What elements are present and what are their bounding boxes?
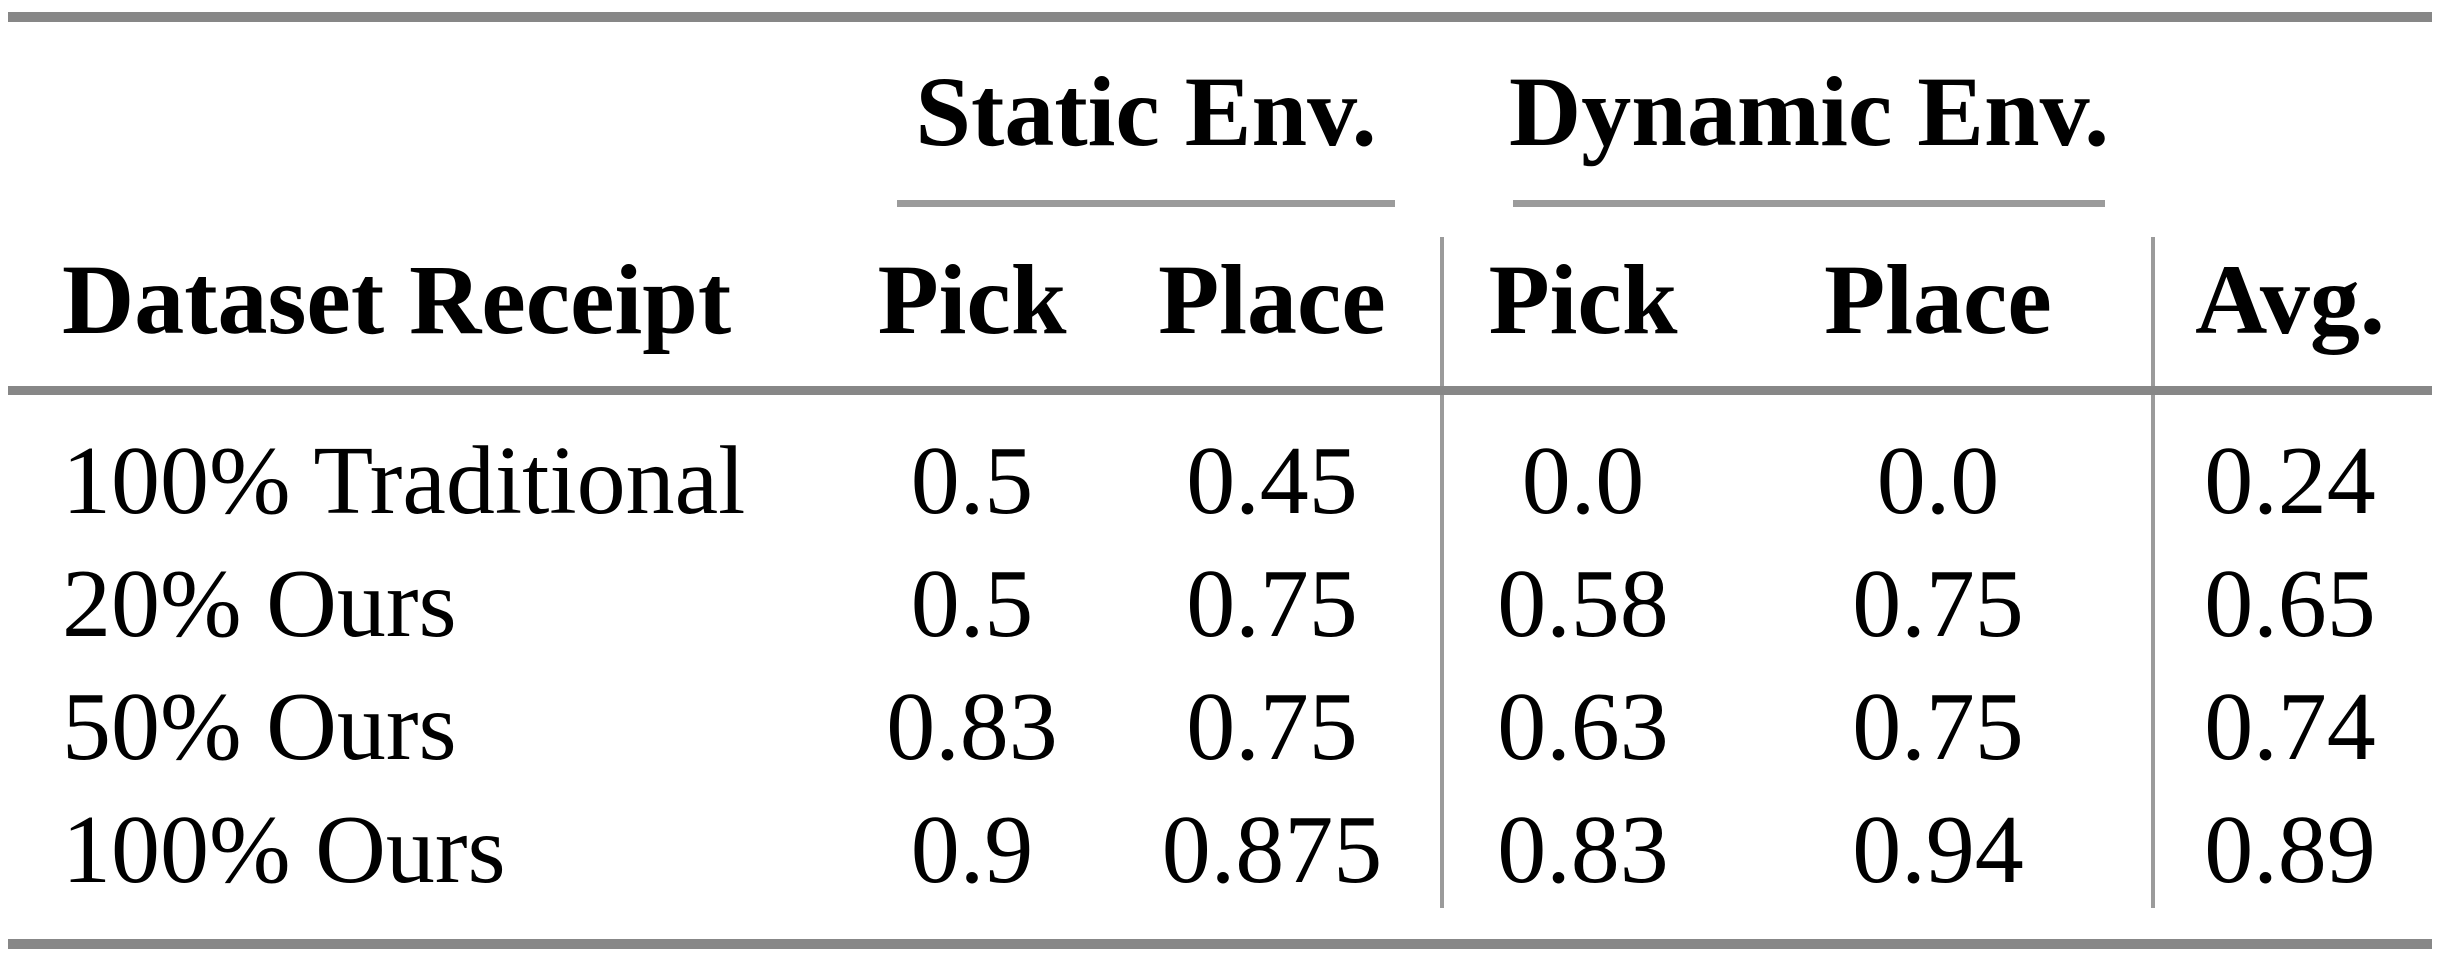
static-env-cmidrule xyxy=(897,200,1395,207)
row-label-100-ours: 100% Ours xyxy=(62,796,506,904)
cell-r3-static-place: 0.75 xyxy=(1186,673,1358,781)
cell-r3-dynamic-pick: 0.63 xyxy=(1497,673,1669,781)
cell-r1-static-pick: 0.5 xyxy=(910,427,1034,535)
cell-r4-dynamic-pick: 0.83 xyxy=(1497,796,1669,904)
column-header-avg: Avg. xyxy=(2195,244,2385,355)
row-label-100-traditional: 100% Traditional xyxy=(62,427,746,535)
group-header-dynamic-env: Dynamic Env. xyxy=(1509,56,2110,167)
column-separator-static-dynamic xyxy=(1440,237,1444,908)
row-label-20-ours: 20% Ours xyxy=(62,550,457,658)
cell-r1-avg: 0.24 xyxy=(2204,427,2376,535)
cell-r2-dynamic-place: 0.75 xyxy=(1852,550,2024,658)
cell-r4-dynamic-place: 0.94 xyxy=(1852,796,2024,904)
cell-r2-avg: 0.65 xyxy=(2204,550,2376,658)
column-header-dataset-receipt: Dataset Receipt xyxy=(62,244,732,355)
table-top-rule xyxy=(8,12,2432,22)
cell-r4-static-place: 0.875 xyxy=(1161,796,1383,904)
cell-r4-avg: 0.89 xyxy=(2204,796,2376,904)
row-label-50-ours: 50% Ours xyxy=(62,673,457,781)
cell-r2-static-pick: 0.5 xyxy=(910,550,1034,658)
cell-r1-dynamic-pick: 0.0 xyxy=(1521,427,1645,535)
cell-r1-dynamic-place: 0.0 xyxy=(1876,427,2000,535)
column-separator-avg xyxy=(2151,237,2155,908)
cell-r4-static-pick: 0.9 xyxy=(910,796,1034,904)
cell-r3-dynamic-place: 0.75 xyxy=(1852,673,2024,781)
cell-r3-avg: 0.74 xyxy=(2204,673,2376,781)
column-header-static-place: Place xyxy=(1158,244,1386,355)
group-header-static-env: Static Env. xyxy=(915,56,1377,167)
cell-r2-static-place: 0.75 xyxy=(1186,550,1358,658)
column-header-dynamic-place: Place xyxy=(1824,244,2052,355)
table-header-rule xyxy=(8,386,2432,395)
column-header-static-pick: Pick xyxy=(877,244,1067,355)
dynamic-env-cmidrule xyxy=(1513,200,2105,207)
column-header-dynamic-pick: Pick xyxy=(1488,244,1678,355)
table-bottom-rule xyxy=(8,939,2432,949)
cell-r1-static-place: 0.45 xyxy=(1186,427,1358,535)
cell-r2-dynamic-pick: 0.58 xyxy=(1497,550,1669,658)
cell-r3-static-pick: 0.83 xyxy=(886,673,1058,781)
